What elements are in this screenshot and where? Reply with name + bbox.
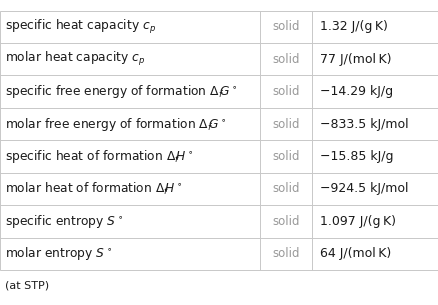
Text: molar heat of formation $\Delta_f\!H^\circ$: molar heat of formation $\Delta_f\!H^\ci…: [5, 181, 183, 197]
Bar: [0, 11, 438, 270]
Text: 64 J/(mol K): 64 J/(mol K): [319, 247, 390, 260]
Text: molar free energy of formation $\Delta_f\!G^\circ$: molar free energy of formation $\Delta_f…: [5, 116, 226, 133]
Text: solid: solid: [272, 118, 299, 131]
Text: specific heat of formation $\Delta_f\!H^\circ$: specific heat of formation $\Delta_f\!H^…: [5, 148, 194, 165]
Text: specific free energy of formation $\Delta_f\!G^\circ$: specific free energy of formation $\Delt…: [5, 83, 237, 100]
Text: solid: solid: [272, 182, 299, 196]
Text: solid: solid: [272, 85, 299, 98]
Text: solid: solid: [272, 53, 299, 66]
Text: solid: solid: [272, 150, 299, 163]
Text: solid: solid: [272, 215, 299, 228]
Text: −833.5 kJ/mol: −833.5 kJ/mol: [319, 118, 407, 131]
Text: molar entropy $S^\circ$: molar entropy $S^\circ$: [5, 245, 112, 262]
Text: 77 J/(mol K): 77 J/(mol K): [319, 53, 390, 66]
Text: specific entropy $S^\circ$: specific entropy $S^\circ$: [5, 213, 123, 230]
Text: −924.5 kJ/mol: −924.5 kJ/mol: [319, 182, 407, 196]
Text: solid: solid: [272, 20, 299, 33]
Text: (at STP): (at STP): [5, 281, 49, 291]
Text: 1.32 J/(g K): 1.32 J/(g K): [319, 20, 387, 33]
Text: −15.85 kJ/g: −15.85 kJ/g: [319, 150, 392, 163]
Text: specific heat capacity $c_p$: specific heat capacity $c_p$: [5, 18, 156, 36]
Text: solid: solid: [272, 247, 299, 260]
Text: −14.29 kJ/g: −14.29 kJ/g: [319, 85, 392, 98]
Text: 1.097 J/(g K): 1.097 J/(g K): [319, 215, 395, 228]
Text: molar heat capacity $c_p$: molar heat capacity $c_p$: [5, 50, 145, 68]
